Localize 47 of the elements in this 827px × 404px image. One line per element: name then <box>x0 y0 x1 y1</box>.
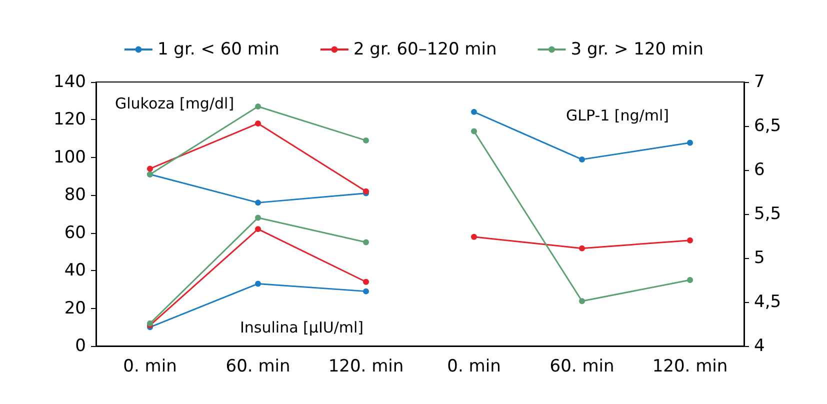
point <box>471 108 477 115</box>
point <box>363 278 369 285</box>
annotation: Glukoza [mg/dl] <box>115 94 234 112</box>
legend-label: 1 gr. < 60 min <box>157 40 280 60</box>
x-tick-label: 120. min <box>652 356 728 376</box>
x-tick-label: 0. min <box>447 356 501 376</box>
annotation: GLP-1 [ng/ml] <box>566 106 669 124</box>
point <box>255 104 261 110</box>
x-tick-label: 60. min <box>550 356 614 376</box>
point <box>579 245 585 252</box>
x-tick-label: 120. min <box>328 356 404 376</box>
point <box>255 214 261 221</box>
x-tick-label: 0. min <box>123 356 177 376</box>
y-tick-label: 120 <box>54 110 86 130</box>
y2-tick-label: 6 <box>754 160 765 180</box>
point <box>687 140 693 146</box>
y2-tick-label: 4,5 <box>754 292 782 312</box>
y-tick-label: 60 <box>64 222 86 243</box>
y2-tick-label: 6,5 <box>754 116 782 136</box>
point <box>579 156 585 162</box>
point <box>579 298 585 304</box>
legend-label: 2 gr. 60–120 min <box>353 40 497 60</box>
y-tick-label: 80 <box>64 185 86 206</box>
point <box>255 226 261 232</box>
y2-tick-label: 5,5 <box>754 204 782 224</box>
point <box>471 128 477 134</box>
point <box>255 200 261 206</box>
y-tick-label: 40 <box>64 260 86 281</box>
legend-label: 3 gr. > 120 min <box>570 40 704 60</box>
point <box>147 166 153 172</box>
y-tick-label: 0 <box>75 336 86 356</box>
point <box>363 137 369 144</box>
y-tick-label: 100 <box>54 147 86 168</box>
annotation: Insulina [μIU/ml] <box>240 318 364 336</box>
y2-tick-label: 5 <box>754 248 765 268</box>
point <box>255 280 261 287</box>
point <box>255 120 261 126</box>
point <box>687 277 693 283</box>
y-tick-label: 140 <box>54 72 86 92</box>
y2-tick-label: 7 <box>754 72 765 92</box>
point <box>687 237 693 244</box>
point <box>363 239 369 246</box>
x-tick-label: 60. min <box>226 356 290 376</box>
y2-tick-label: 4 <box>754 336 765 356</box>
point <box>471 234 477 240</box>
point <box>363 288 369 294</box>
y-tick-label: 20 <box>64 298 86 318</box>
